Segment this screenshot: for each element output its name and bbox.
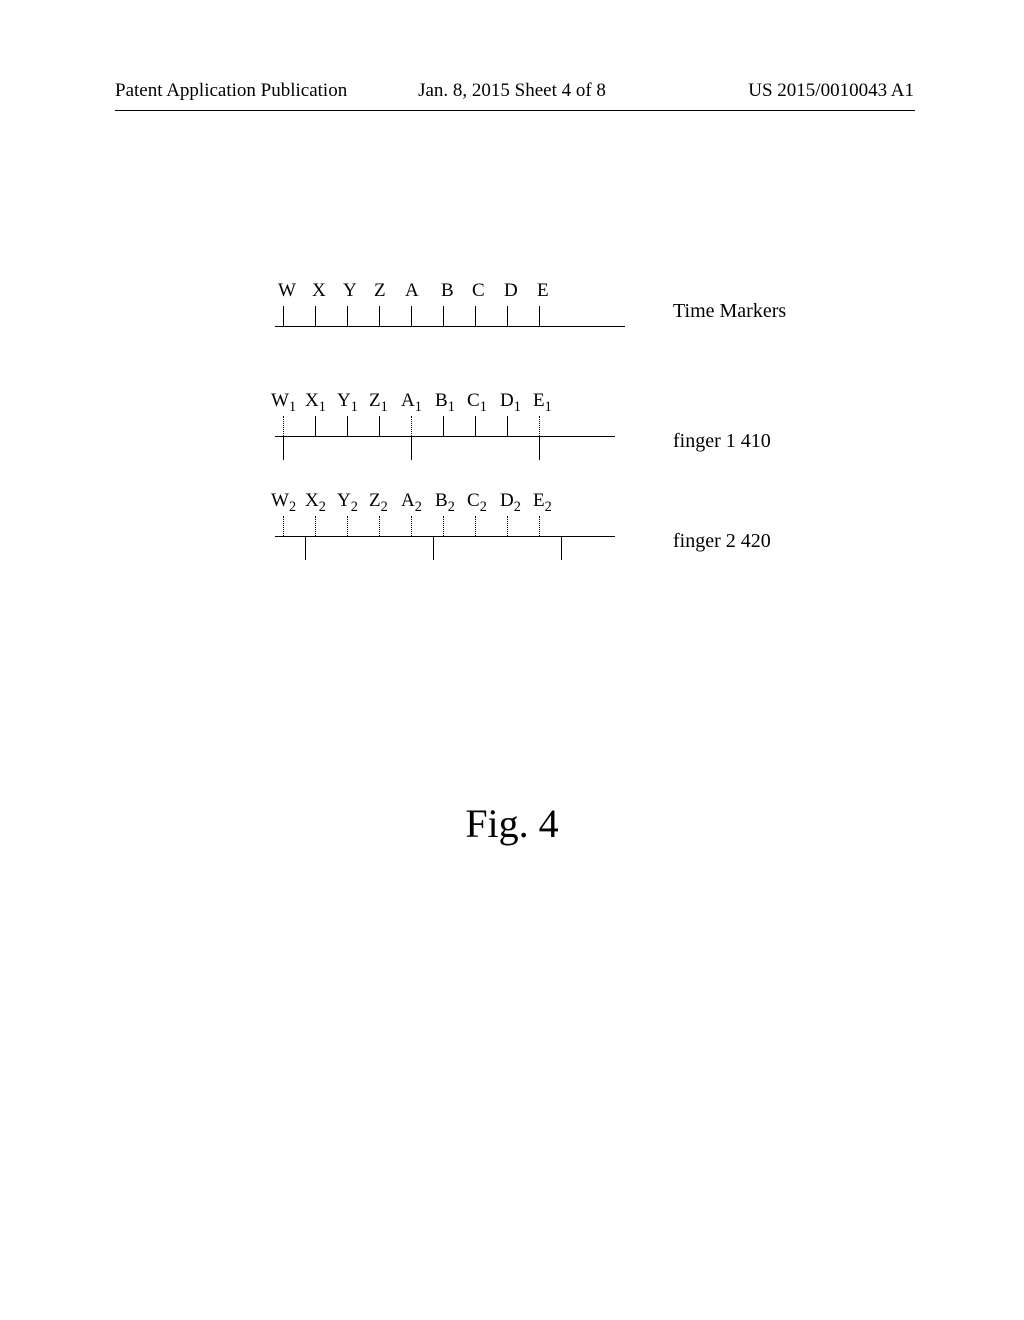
tick-label: D1 — [500, 390, 521, 416]
tick-up — [475, 516, 476, 536]
tick-label: Y — [343, 280, 357, 302]
tick-up — [443, 306, 444, 326]
tick-label: Y2 — [337, 490, 358, 516]
tick-label: W — [278, 280, 296, 302]
tick-up — [475, 416, 476, 436]
side-label: finger 2 420 — [673, 530, 771, 553]
tick-up — [411, 306, 412, 326]
tick-label: Z — [374, 280, 386, 302]
tick-up — [507, 416, 508, 436]
ruler — [275, 326, 625, 327]
tick-label: D — [504, 280, 518, 302]
tick-up — [283, 306, 284, 326]
tick-up — [539, 516, 540, 536]
header-right: US 2015/0010043 A1 — [748, 80, 914, 102]
tick-up — [315, 516, 316, 536]
tick-label: X — [312, 280, 326, 302]
tick-up — [283, 416, 284, 436]
tick-up — [379, 516, 380, 536]
tick-up — [379, 306, 380, 326]
side-label: finger 1 410 — [673, 430, 771, 453]
side-label: Time Markers — [673, 300, 786, 323]
tick-label: C1 — [467, 390, 487, 416]
tick-label: Z1 — [369, 390, 388, 416]
tick-label: B1 — [435, 390, 455, 416]
figure-caption: Fig. 4 — [0, 800, 1024, 847]
tick-up — [539, 416, 540, 436]
tick-down — [539, 436, 540, 460]
tick-up — [475, 306, 476, 326]
tick-label: X2 — [305, 490, 326, 516]
tick-up — [411, 416, 412, 436]
tick-label: W2 — [271, 490, 296, 516]
tick-label: X1 — [305, 390, 326, 416]
tick-up — [507, 306, 508, 326]
tick-down — [305, 536, 306, 560]
tick-up — [315, 416, 316, 436]
tick-label: Z2 — [369, 490, 388, 516]
tick-down — [433, 536, 434, 560]
tick-up — [411, 516, 412, 536]
tick-up — [347, 516, 348, 536]
tick-label: Y1 — [337, 390, 358, 416]
tick-up — [347, 306, 348, 326]
tick-label: E — [537, 280, 549, 302]
tick-label: C — [472, 280, 485, 302]
tick-label: W1 — [271, 390, 296, 416]
tick-up — [443, 516, 444, 536]
tick-down — [561, 536, 562, 560]
tick-up — [347, 416, 348, 436]
tick-label: D2 — [500, 490, 521, 516]
header-divider — [115, 110, 915, 111]
tick-label: E2 — [533, 490, 552, 516]
tick-up — [379, 416, 380, 436]
tick-up — [443, 416, 444, 436]
tick-label: E1 — [533, 390, 552, 416]
tick-label: A1 — [401, 390, 422, 416]
tick-label: A — [405, 280, 419, 302]
tick-label: B — [441, 280, 454, 302]
tick-up — [315, 306, 316, 326]
tick-up — [539, 306, 540, 326]
tick-label: B2 — [435, 490, 455, 516]
tick-down — [283, 436, 284, 460]
tick-label: C2 — [467, 490, 487, 516]
ruler — [275, 536, 615, 537]
ruler — [275, 436, 615, 437]
tick-up — [283, 516, 284, 536]
tick-up — [507, 516, 508, 536]
tick-down — [411, 436, 412, 460]
tick-label: A2 — [401, 490, 422, 516]
